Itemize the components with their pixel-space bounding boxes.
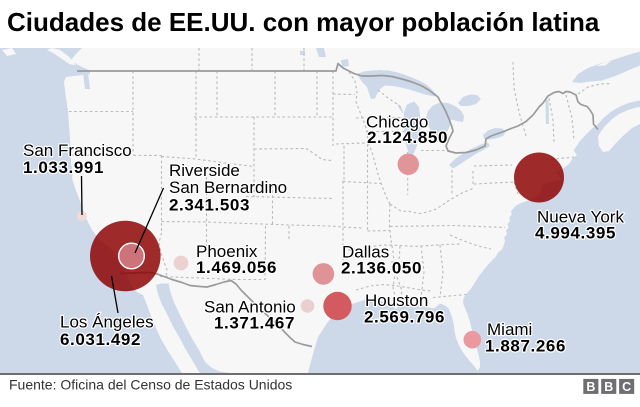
svg-text:Phoenix: Phoenix (196, 242, 258, 261)
svg-text:Riverside: Riverside (169, 161, 240, 180)
svg-text:1.469.056: 1.469.056 (196, 258, 277, 277)
svg-text:B: B (586, 380, 595, 394)
svg-text:1.371.467: 1.371.467 (214, 314, 295, 333)
svg-text:Miami: Miami (487, 320, 532, 339)
svg-text:Fuente: Oficina del Censo de E: Fuente: Oficina del Censo de Estados Uni… (9, 377, 292, 393)
svg-text:2.124.850: 2.124.850 (367, 128, 448, 147)
svg-text:2.341.503: 2.341.503 (169, 196, 250, 215)
svg-text:Chicago: Chicago (366, 113, 428, 132)
svg-text:Houston: Houston (365, 291, 428, 310)
svg-text:Dallas: Dallas (342, 243, 389, 262)
svg-text:4.994.395: 4.994.395 (535, 224, 616, 243)
svg-text:1.887.266: 1.887.266 (485, 337, 566, 356)
svg-text:Ciudades de EE.UU. con mayor p: Ciudades de EE.UU. con mayor población l… (7, 7, 600, 37)
svg-text:Nueva York: Nueva York (537, 208, 624, 227)
svg-text:2.136.050: 2.136.050 (341, 259, 422, 278)
svg-text:2.569.796: 2.569.796 (364, 308, 445, 327)
svg-text:C: C (622, 380, 631, 394)
svg-text:San Francisco: San Francisco (23, 141, 132, 160)
svg-text:6.031.492: 6.031.492 (60, 330, 141, 349)
svg-text:B: B (604, 380, 613, 394)
svg-text:1.033.991: 1.033.991 (23, 158, 104, 177)
svg-text:San Antonio: San Antonio (204, 298, 296, 317)
svg-text:Los Ángeles: Los Ángeles (60, 313, 154, 332)
svg-text:San Bernardino: San Bernardino (169, 178, 287, 197)
